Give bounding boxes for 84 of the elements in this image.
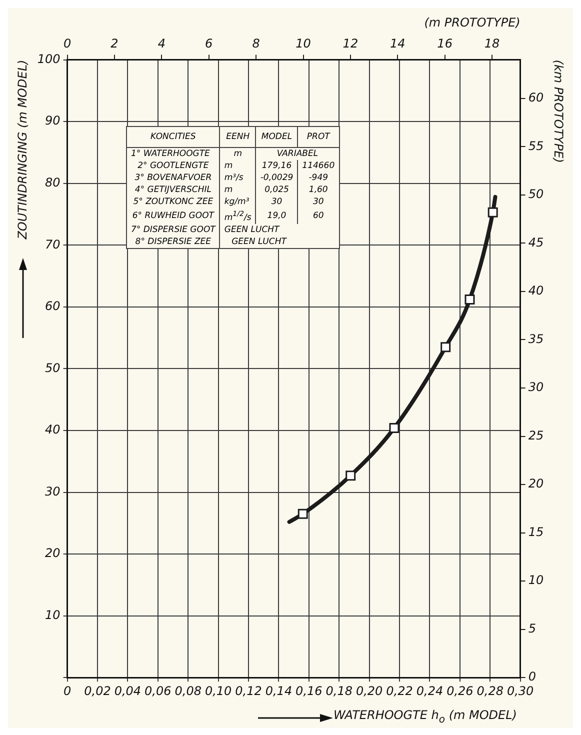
annotation: 19,0 xyxy=(256,208,298,224)
y-tick-label: 100 xyxy=(37,52,61,66)
annotation: KONCITIES xyxy=(126,126,220,148)
x2-tick-label: 8 xyxy=(252,36,260,51)
y2-tick-label: 45 xyxy=(528,235,544,250)
annotation: -0,0029 xyxy=(256,172,298,184)
annotation: 1° WATERHOOGTE xyxy=(126,148,220,160)
x2-tick-label: 0 xyxy=(63,36,72,51)
x-tick-label: 0,02 xyxy=(84,684,111,698)
annotation: kg/m³ xyxy=(220,196,256,208)
annotation: 5° ZOUTKONC ZEE xyxy=(126,196,220,208)
y-tick-label: 50 xyxy=(45,360,61,375)
y2-tick-label: 0 xyxy=(528,670,536,684)
y-tick-label: 90 xyxy=(45,114,61,128)
annotation: PROT xyxy=(298,126,340,148)
annotation: 4° GETIJVERSCHIL xyxy=(126,184,220,196)
y-tick-label: 10 xyxy=(45,608,61,622)
annotation: 30 xyxy=(298,196,340,208)
x-tick-label: 0,30 xyxy=(506,684,534,698)
x-tick-label: 0,26 xyxy=(446,684,474,698)
x-tick-label: 0 xyxy=(63,684,72,698)
annotation: m xyxy=(220,160,256,172)
x-tick-label: 0,10 xyxy=(204,684,232,698)
x2-tick-label: 18 xyxy=(484,36,500,51)
annotation: GEEN LUCHT xyxy=(220,236,298,248)
x2-tick-label: 10 xyxy=(296,36,312,51)
y2-tick-label: 10 xyxy=(528,573,544,588)
annotation: 60 xyxy=(298,208,340,224)
x-tick-label: 0,18 xyxy=(326,684,353,698)
annotation: m xyxy=(220,184,256,196)
x2-axis-title: (m PROTOTYPE) xyxy=(424,15,520,30)
annotation: 0,025 xyxy=(256,184,298,196)
y2-tick-label: 5 xyxy=(528,621,536,636)
y2-tick-label: 40 xyxy=(528,284,544,298)
annotation: VARIABEL xyxy=(256,148,340,160)
y2-axis-title: (km PROTOTYPE) xyxy=(552,60,566,163)
x-tick-label: 0,16 xyxy=(296,684,323,698)
x-tick-label: 0,22 xyxy=(386,684,413,698)
x2-tick-label: 14 xyxy=(390,36,406,51)
y2-tick-label: 20 xyxy=(528,476,544,491)
annotation: 8° DISPERSIE ZEE xyxy=(126,236,220,248)
x2-tick-label: 2 xyxy=(110,36,118,51)
annotation: 7° DISPERSIE GOOT xyxy=(126,224,220,236)
y-tick-label: 30 xyxy=(45,484,61,498)
x2-tick-label: 4 xyxy=(158,36,166,51)
x-tick-label: 0,12 xyxy=(235,684,262,698)
y-tick-label: 80 xyxy=(45,175,61,190)
x-axis-title: WATERHOOGTE h$_{o}$ (m MODEL) xyxy=(333,708,517,726)
annotation: GEEN LUCHT xyxy=(220,224,298,236)
annotation: 114660 xyxy=(298,160,340,172)
annotation: 30 xyxy=(256,196,298,208)
x-tick-label: 0,08 xyxy=(174,684,202,698)
y-tick-label: 40 xyxy=(45,422,61,437)
annotation: EENH xyxy=(220,126,256,148)
x-tick-label: 0,04 xyxy=(114,684,142,698)
y-tick-label: 70 xyxy=(45,237,61,252)
annotation: -949 xyxy=(298,172,340,184)
annotation: m xyxy=(220,148,256,160)
y-tick-label: 20 xyxy=(45,546,61,560)
x2-tick-label: 6 xyxy=(205,36,214,51)
x-tick-label: 0,06 xyxy=(144,684,172,698)
y2-tick-label: 30 xyxy=(528,380,544,394)
x2-tick-label: 16 xyxy=(437,36,453,51)
annotation: MODEL xyxy=(256,126,298,148)
y2-tick-label: 55 xyxy=(528,138,544,153)
x2-tick-label: 12 xyxy=(342,36,358,51)
x-tick-label: 0,14 xyxy=(265,684,292,698)
y-tick-label: 60 xyxy=(45,299,61,314)
x-tick-label: 0,20 xyxy=(356,684,384,698)
x-tick-label: 0,24 xyxy=(416,684,444,698)
annotation: 1,60 xyxy=(298,184,340,196)
annotation: m$^{1/2}$/s xyxy=(220,208,256,224)
y2-tick-label: 35 xyxy=(528,332,544,346)
y2-tick-label: 25 xyxy=(528,428,544,442)
y-axis-title: ZOUTINDRINGING (m MODEL) xyxy=(15,60,30,240)
annotation: 2° GOOTLENGTE xyxy=(126,160,220,172)
y2-tick-label: 15 xyxy=(528,524,544,539)
y2-tick-label: 60 xyxy=(528,90,544,105)
annotation: 3° BOVENAFVOER xyxy=(126,172,220,184)
y2-tick-label: 50 xyxy=(528,187,544,202)
x-tick-label: 0,28 xyxy=(476,684,504,698)
annotation: m³/s xyxy=(220,172,256,184)
annotation: 6° RUWHEID GOOT xyxy=(126,208,220,224)
annotation: 179,16 xyxy=(256,160,298,172)
